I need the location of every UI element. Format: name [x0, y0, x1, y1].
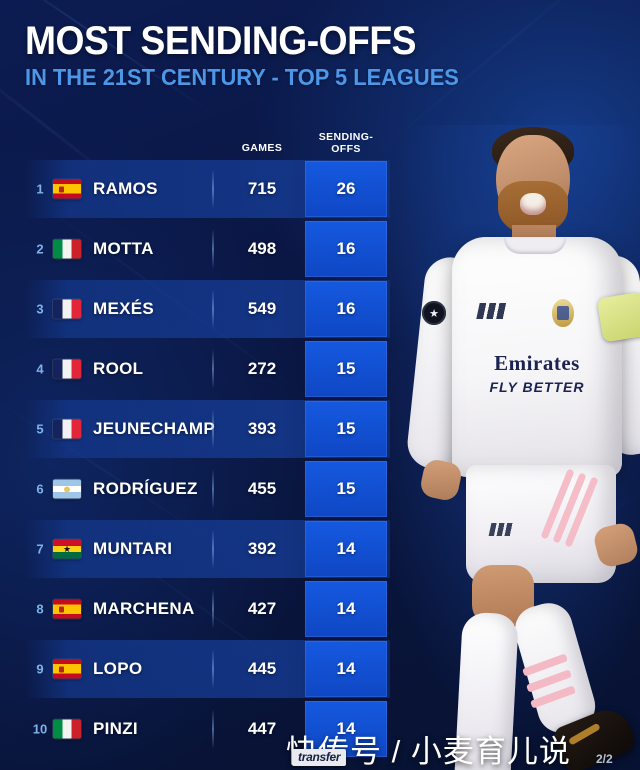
row-sending-offs: 16	[336, 299, 356, 318]
row-games: 498	[247, 239, 277, 258]
row-sending-offs-cell: 16	[305, 221, 387, 277]
table-row[interactable]: 9 LOPO 445 14	[0, 639, 640, 699]
column-divider	[212, 529, 214, 569]
row-rank: 7	[36, 541, 44, 557]
table-column-headers: GAMES SENDING- OFFS	[0, 120, 640, 162]
row-sending-offs-cell: 14	[305, 641, 387, 697]
row-player-name: RAMOS	[93, 179, 158, 198]
row-games: 272	[247, 359, 277, 378]
column-header-sending-offs-line1: SENDING-	[318, 131, 374, 143]
row-rank: 2	[36, 241, 44, 257]
row-sending-offs-cell: 14	[305, 521, 387, 577]
row-player-name: LOPO	[93, 659, 143, 678]
row-sending-offs: 15	[336, 419, 356, 438]
row-sending-offs-cell: 15	[305, 461, 387, 517]
row-games: 392	[247, 539, 277, 558]
row-sending-offs: 15	[336, 479, 356, 498]
row-player-name: PINZI	[93, 719, 138, 738]
row-rank: 8	[36, 601, 44, 617]
row-player-name: MEXÉS	[93, 299, 155, 318]
transfer-logo: transfer	[292, 749, 347, 766]
row-sending-offs: 14	[336, 539, 356, 558]
column-divider	[212, 649, 214, 689]
row-games: 549	[247, 299, 277, 318]
flag-es-icon	[53, 599, 81, 619]
row-sending-offs-cell: 26	[305, 161, 387, 217]
row-sending-offs-cell: 15	[305, 401, 387, 457]
row-player-name: ROOL	[93, 359, 144, 378]
table-row[interactable]: 6 RODRÍGUEZ 455 15	[0, 459, 640, 519]
flag-fr-icon	[53, 299, 81, 319]
row-rank: 5	[36, 421, 44, 437]
row-games: 393	[247, 419, 277, 438]
row-sending-offs-cell: 16	[305, 281, 387, 337]
column-divider	[212, 169, 214, 209]
row-sending-offs: 16	[336, 239, 356, 258]
page-title: MOST SENDING-OFFS	[25, 19, 416, 63]
header: MOST SENDING-OFFS IN THE 21ST CENTURY - …	[25, 19, 495, 90]
column-divider	[212, 229, 214, 269]
row-rank: 9	[36, 661, 44, 677]
flag-fr-icon	[53, 419, 81, 439]
table-row[interactable]: 3 MEXÉS 549 16	[0, 279, 640, 339]
row-player-name: MOTTA	[93, 239, 154, 258]
flag-it-icon	[53, 719, 81, 739]
row-sending-offs: 15	[336, 359, 356, 378]
flag-es-icon	[53, 659, 81, 679]
column-divider	[212, 469, 214, 509]
table-row[interactable]: 7 MUNTARI 392 14	[0, 519, 640, 579]
row-sending-offs: 14	[336, 719, 356, 738]
row-sending-offs-cell: 15	[305, 341, 387, 397]
row-player-name: MARCHENA	[93, 599, 195, 618]
flag-es-icon	[53, 179, 81, 199]
row-player-name: JEUNECHAMP	[93, 419, 216, 438]
row-games: 715	[247, 179, 277, 198]
flag-fr-icon	[53, 359, 81, 379]
row-rank: 4	[36, 361, 44, 377]
column-header-sending-offs-line2: OFFS	[331, 143, 361, 156]
column-divider	[212, 709, 214, 749]
row-sending-offs: 26	[336, 179, 356, 198]
table-row[interactable]: 8 MARCHENA 427 14	[0, 579, 640, 639]
row-rank: 6	[36, 481, 44, 497]
column-divider	[212, 589, 214, 629]
row-games: 447	[247, 719, 277, 738]
flag-gh-icon	[53, 539, 81, 559]
flag-ar-icon	[53, 479, 81, 499]
row-rank: 1	[36, 181, 44, 197]
table-row[interactable]: 1 RAMOS 715 26	[0, 159, 640, 219]
table-row[interactable]: 5 JEUNECHAMP 393 15	[0, 399, 640, 459]
row-games: 427	[247, 599, 277, 618]
table-row[interactable]: 2 MOTTA 498 16	[0, 219, 640, 279]
row-games: 455	[247, 479, 277, 498]
column-divider	[212, 289, 214, 329]
row-sending-offs: 14	[336, 599, 356, 618]
page-subtitle: IN THE 21ST CENTURY - TOP 5 LEAGUES	[25, 63, 459, 90]
column-header-games: GAMES	[241, 142, 283, 154]
page-number: 2/2	[596, 752, 613, 766]
row-rank: 3	[36, 301, 44, 317]
row-sending-offs-cell: 14	[305, 581, 387, 637]
ranking-table: 1 RAMOS 715 26 2 MOTTA 498 16 3 MEXÉS 549 16 4 ROOL 27…	[0, 159, 640, 759]
table-row[interactable]: 4 ROOL 272 15	[0, 339, 640, 399]
row-games: 445	[247, 659, 277, 678]
row-player-name: RODRÍGUEZ	[93, 479, 198, 498]
column-header-sending-offs: SENDING- OFFS	[305, 131, 387, 156]
row-sending-offs: 14	[336, 659, 356, 678]
column-divider	[212, 349, 214, 389]
row-rank: 10	[32, 721, 48, 737]
row-player-name: MUNTARI	[93, 539, 173, 558]
flag-it-icon	[53, 239, 81, 259]
column-divider	[212, 409, 214, 449]
